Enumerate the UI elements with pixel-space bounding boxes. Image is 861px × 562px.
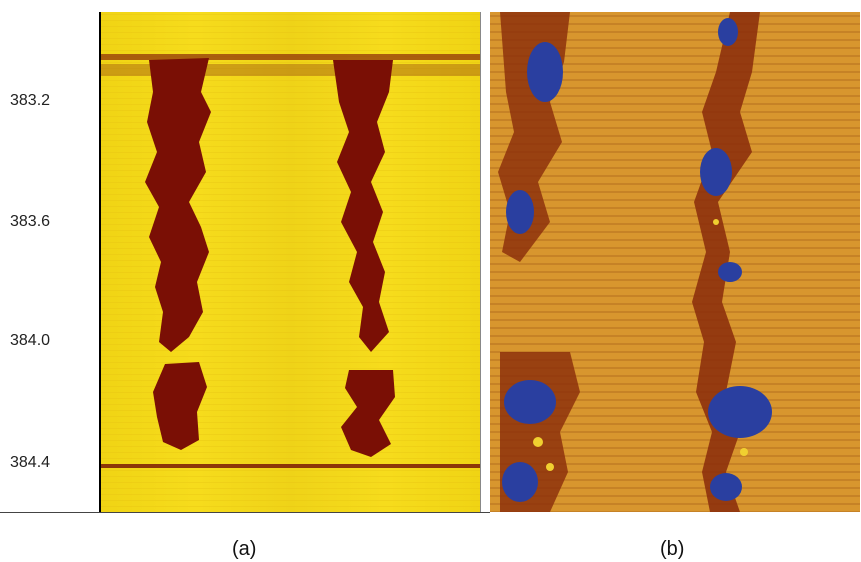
panel-a-fracture-left bbox=[145, 58, 211, 352]
borehole-image-a bbox=[101, 12, 480, 512]
panel-b-blob-9 bbox=[710, 473, 742, 501]
panel-b-fracture-right bbox=[692, 12, 760, 512]
depth-tick-383-2: 383.2 bbox=[10, 92, 51, 109]
panel-b-speck-4 bbox=[740, 448, 748, 456]
panel-b-caption: (b) bbox=[660, 538, 685, 560]
panel-a-top-band bbox=[101, 54, 480, 60]
depth-axis-line bbox=[99, 12, 101, 512]
panel-b-blob-3 bbox=[504, 380, 556, 424]
depth-tick-384-0: 384.0 bbox=[10, 332, 51, 349]
panel-b-blob-8 bbox=[708, 386, 772, 438]
panel-divider bbox=[480, 12, 491, 512]
borehole-image-panel-b bbox=[490, 12, 860, 512]
panel-b-speck-2 bbox=[546, 463, 554, 471]
panel-b-blob-7 bbox=[718, 262, 742, 282]
depth-tick-384-4: 384.4 bbox=[10, 454, 51, 471]
panel-baseline bbox=[0, 512, 490, 513]
panel-a-caption: (a) bbox=[232, 538, 257, 560]
panel-b-speck-1 bbox=[533, 437, 543, 447]
panel-a-fracture-right bbox=[333, 60, 393, 352]
panel-a-fracture-right-lower bbox=[341, 370, 395, 457]
borehole-image-panel-a bbox=[101, 12, 480, 512]
panel-b-blob-2 bbox=[506, 190, 534, 234]
panel-b-blob-1 bbox=[527, 42, 563, 102]
panel-b-blob-5 bbox=[718, 18, 738, 46]
panel-a-bottom-band bbox=[101, 464, 480, 468]
panel-b-blob-4 bbox=[502, 462, 538, 502]
panel-b-speck-3 bbox=[713, 219, 719, 225]
depth-tick-383-6: 383.6 bbox=[10, 213, 51, 230]
panel-a-fracture-left-lower bbox=[153, 362, 207, 450]
panel-b-blob-6 bbox=[700, 148, 732, 196]
borehole-image-b bbox=[490, 12, 860, 512]
